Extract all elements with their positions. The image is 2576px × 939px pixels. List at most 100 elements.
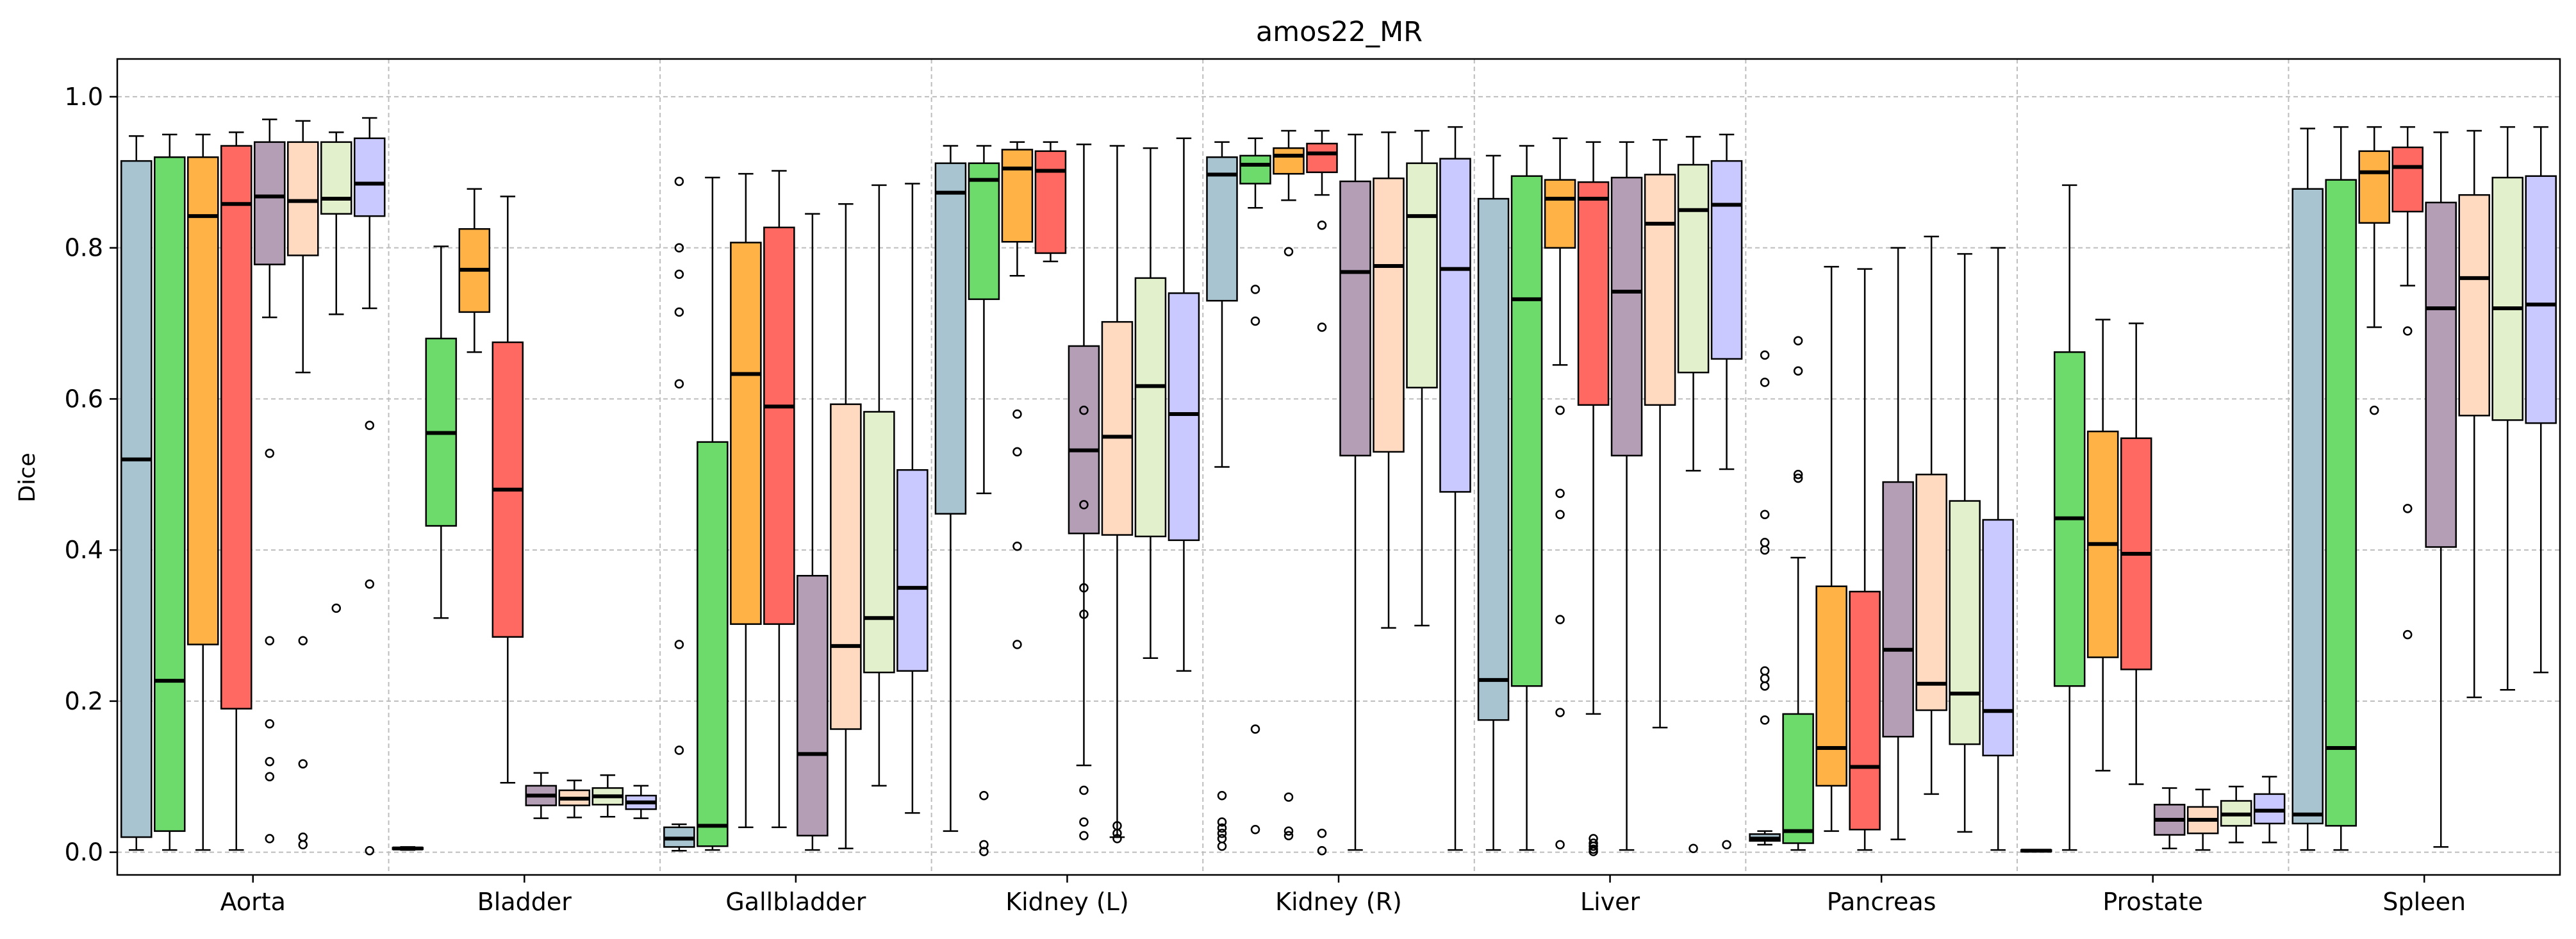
- outlier-point: [365, 420, 375, 430]
- outlier-point: [298, 832, 308, 842]
- outlier-point: [1555, 840, 1565, 850]
- outlier-point: [1217, 828, 1227, 838]
- outlier-point: [1217, 817, 1227, 827]
- outlier-point: [1012, 447, 1022, 457]
- iqr-box: [1982, 519, 2014, 757]
- iqr-box: [1239, 154, 1271, 185]
- iqr-box: [120, 160, 153, 838]
- outlier-point: [2402, 504, 2413, 513]
- iqr-box: [2525, 175, 2557, 424]
- iqr-box: [697, 441, 729, 847]
- outlier-point: [2402, 326, 2413, 336]
- y-tick-label: 0.0: [65, 838, 103, 867]
- outlier-point: [298, 759, 308, 769]
- outlier-point: [1079, 610, 1089, 619]
- category-group: [934, 137, 1200, 856]
- x-tick-label: Gallbladder: [725, 888, 866, 916]
- outlier-point: [1589, 847, 1598, 856]
- iqr-box: [1306, 142, 1338, 174]
- iqr-box: [1782, 713, 1814, 844]
- x-tick-label: Pancreas: [1827, 888, 1936, 916]
- x-tick-label: Spleen: [2382, 888, 2466, 916]
- outlier-point: [265, 449, 275, 458]
- outlier-point: [674, 745, 684, 755]
- chart-title: amos22_MR: [1256, 16, 1423, 48]
- category-group: [392, 188, 657, 851]
- outlier-point: [265, 636, 275, 645]
- outlier-point: [1250, 316, 1260, 326]
- iqr-box: [1644, 174, 1676, 406]
- category-group: [2020, 184, 2286, 853]
- outlier-point: [674, 176, 684, 187]
- x-tick-label: Kidney (R): [1275, 888, 1402, 916]
- category-group: [1206, 126, 1471, 856]
- outlier-point: [1793, 473, 1803, 483]
- outlier-point: [1317, 828, 1327, 838]
- iqr-box: [1439, 158, 1471, 493]
- category-group: [2291, 126, 2557, 851]
- outlier-point: [1079, 583, 1089, 593]
- x-tick-label: Kidney (L): [1005, 888, 1128, 916]
- iqr-box: [1339, 180, 1371, 457]
- iqr-box: [1577, 181, 1610, 406]
- iqr-box: [896, 469, 929, 672]
- outlier-point: [1284, 831, 1294, 840]
- iqr-box: [1068, 345, 1100, 535]
- iqr-box: [1206, 156, 1238, 302]
- outlier-point: [1555, 615, 1565, 624]
- iqr-box: [287, 141, 319, 256]
- outlier-point: [1555, 488, 1565, 499]
- outlier-point: [365, 579, 375, 589]
- outlier-point: [298, 636, 308, 645]
- y-tick-label: 0.6: [65, 385, 103, 413]
- iqr-box: [1949, 500, 1981, 745]
- x-tick-label: Bladder: [477, 888, 572, 916]
- iqr-box: [1273, 147, 1305, 175]
- outlier-point: [1555, 405, 1565, 415]
- iqr-box: [2458, 194, 2490, 417]
- iqr-box: [1001, 149, 1034, 243]
- outlier-point: [1112, 828, 1122, 838]
- grid-layer: [117, 59, 2560, 875]
- iqr-box: [154, 156, 186, 832]
- x-tick-label: Prostate: [2102, 888, 2203, 916]
- iqr-box: [354, 137, 386, 217]
- outlier-point: [1284, 792, 1294, 802]
- iqr-box: [1406, 162, 1438, 388]
- y-axis-label: Dice: [15, 453, 40, 502]
- iqr-box: [1882, 481, 1914, 738]
- iqr-box: [1915, 474, 1947, 711]
- outlier-point: [1317, 220, 1327, 230]
- outlier-point: [365, 846, 375, 856]
- iqr-box: [254, 141, 286, 265]
- outlier-point: [1079, 405, 1089, 415]
- outlier-point: [1760, 538, 1770, 547]
- outlier-point: [979, 790, 989, 801]
- axis-layer: 0.0 0.2 0.4 0.6 0.8 1.0 Aorta Bladder Gallbladde…: [65, 58, 2561, 916]
- x-tick-label: Liver: [1580, 888, 1640, 916]
- y-tick-label: 0.2: [65, 687, 103, 715]
- outlier-point: [1217, 790, 1227, 801]
- outlier-point: [1012, 409, 1022, 419]
- iqr-box: [1510, 175, 1543, 687]
- iqr-box: [1849, 590, 1881, 831]
- outlier-point: [1555, 708, 1565, 717]
- outlier-point: [1079, 500, 1089, 510]
- outlier-point: [1722, 840, 1731, 850]
- outlier-point: [1250, 285, 1260, 294]
- outlier-point: [1760, 350, 1770, 360]
- iqr-box: [934, 162, 967, 515]
- y-tick-label: 0.4: [65, 536, 103, 564]
- iqr-box: [320, 141, 352, 215]
- plot-frame: [116, 58, 2561, 876]
- iqr-box: [2325, 179, 2357, 827]
- iqr-box: [863, 411, 895, 674]
- category-group: [1749, 235, 2014, 851]
- outlier-point: [1317, 846, 1327, 856]
- outlier-point: [674, 269, 684, 279]
- iqr-box: [2425, 201, 2457, 548]
- iqr-box: [1034, 150, 1067, 254]
- outlier-point: [674, 640, 684, 649]
- category-group: [1477, 133, 1743, 856]
